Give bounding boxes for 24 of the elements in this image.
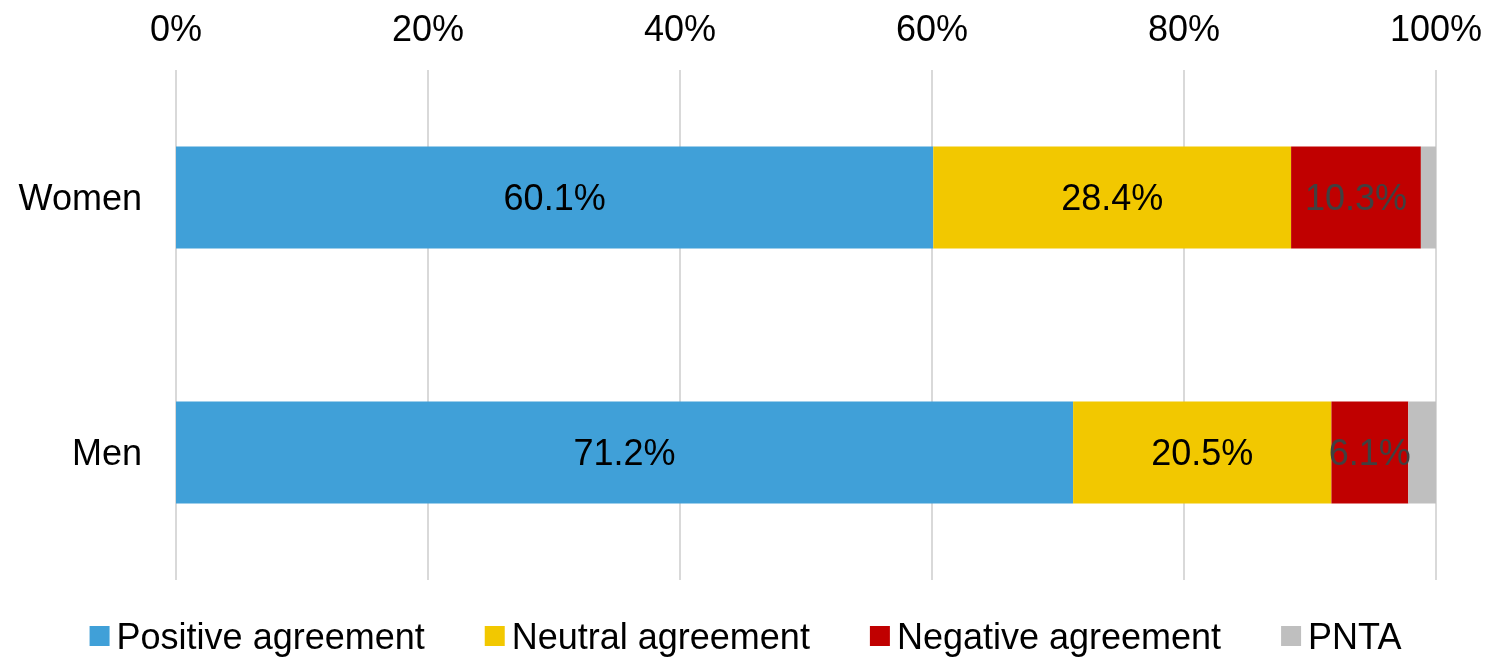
y-tick-label: Men: [71, 432, 142, 473]
bar: [1408, 401, 1436, 504]
bar: [933, 146, 1292, 249]
legend-label: PNTA: [1308, 615, 1402, 657]
x-tick-label: 20%: [391, 7, 465, 49]
data-label: 10.3%: [1304, 177, 1408, 218]
data-label: 60.1%: [503, 177, 606, 218]
y-tick-label: Women: [18, 177, 142, 218]
data-label: 28.4%: [1061, 177, 1164, 218]
bar: [1291, 146, 1421, 249]
x-tick-label: 40%: [643, 7, 717, 49]
bar: [176, 146, 934, 249]
legend-label: Neutral agreement: [511, 615, 810, 657]
data-label: 71.2%: [573, 432, 676, 473]
x-tick-label: 60%: [895, 7, 969, 49]
data-label: 20.5%: [1151, 432, 1254, 473]
legend-label: Negative agreement: [896, 615, 1222, 657]
x-tick-label: 80%: [1147, 7, 1221, 49]
bar: [1073, 401, 1332, 504]
bar: [1420, 146, 1436, 249]
legend-label: Positive agreement: [116, 615, 425, 657]
x-tick-label: 0%: [149, 7, 203, 49]
x-tick-label: 100%: [1389, 7, 1483, 49]
bar: [176, 401, 1074, 504]
